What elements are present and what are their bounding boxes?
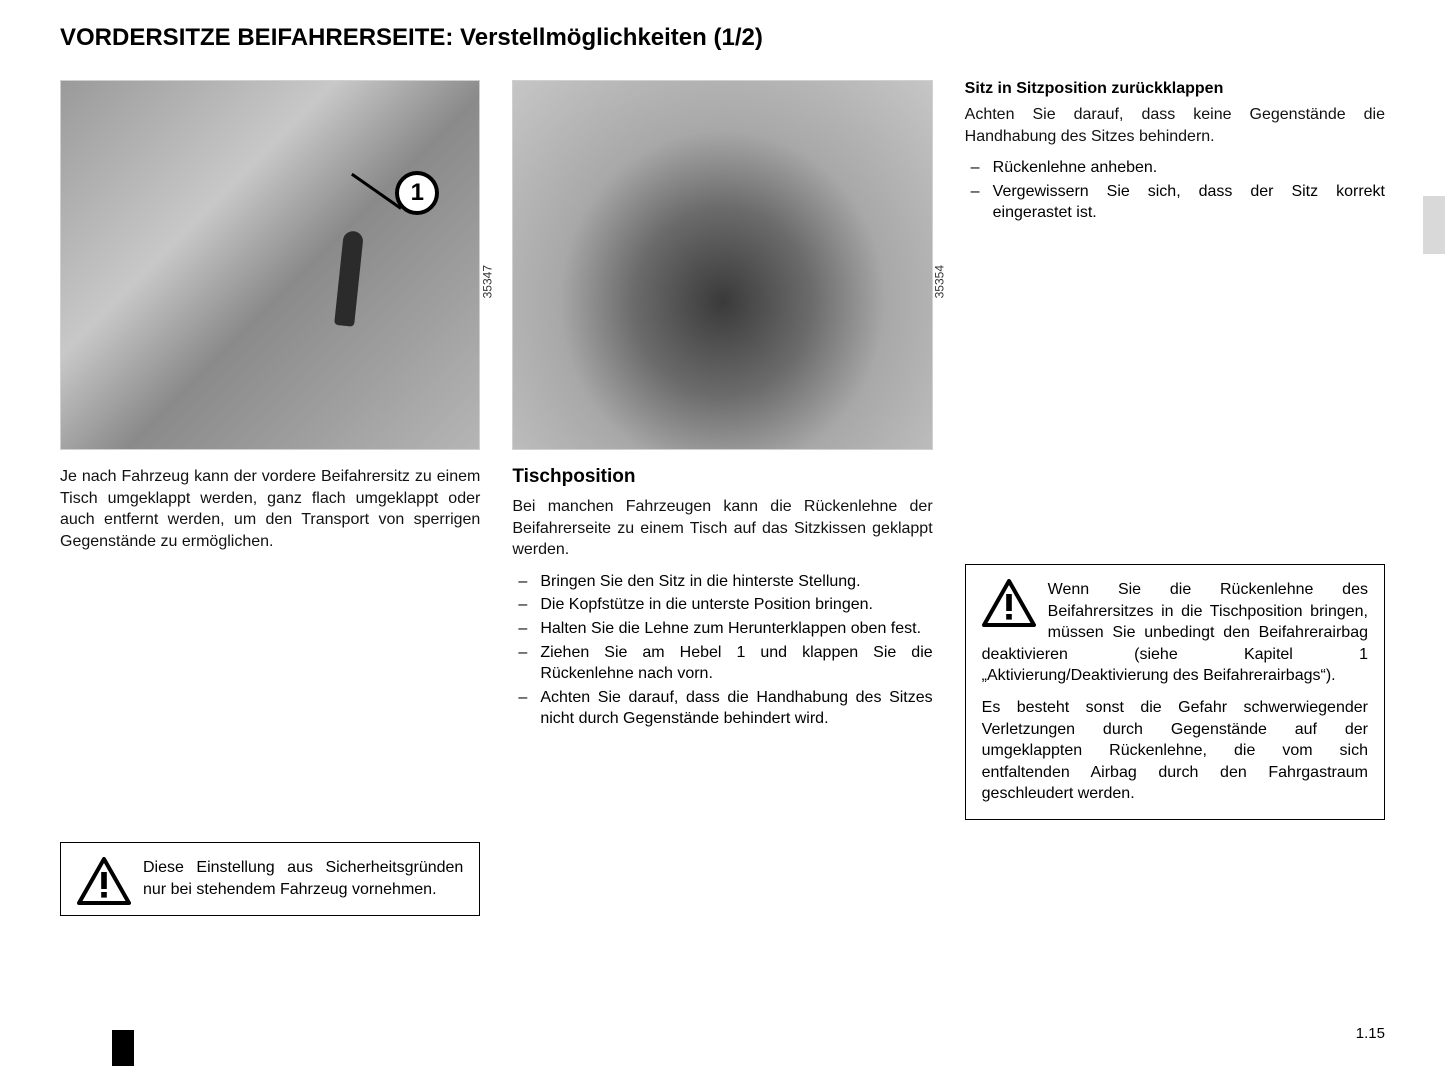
list-item: Rückenlehne anheben. <box>965 157 1385 179</box>
page-number: 1.15 <box>1356 1025 1385 1042</box>
list-item: Ziehen Sie am Hebel 1 und klappen Sie di… <box>512 642 932 685</box>
figure-table-position: 35354 <box>512 80 932 450</box>
page-title: VORDERSITZE BEIFAHRERSEITE: Verstellmögl… <box>60 24 1385 52</box>
col2-heading: Tischposition <box>512 466 932 488</box>
column-1: 1 35347 Je nach Fahrzeug kann der vorder… <box>60 80 480 916</box>
figure-id-label: 35347 <box>480 265 494 298</box>
warning-text-p2: Es besteht sonst die Gefahr schwerwiegen… <box>982 697 1368 805</box>
col3-instruction-list: Rückenlehne anheben. Vergewissern Sie si… <box>965 157 1385 224</box>
col1-intro-text: Je nach Fahrzeug kann der vordere Beifah… <box>60 466 480 552</box>
warning-text: Diese Einstellung aus Sicherheitsgründen… <box>77 857 463 900</box>
seat-illustration <box>61 81 479 449</box>
warning-box-col1: Diese Einstellung aus Sicherheitsgründen… <box>60 842 480 915</box>
callout-bubble-1: 1 <box>395 171 439 215</box>
figure-seat-lever: 1 35347 <box>60 80 480 450</box>
list-item: Achten Sie darauf, dass die Handhabung d… <box>512 687 932 730</box>
list-item: Halten Sie die Lehne zum Herunterklappen… <box>512 618 932 640</box>
figure-id-label: 35354 <box>933 265 947 298</box>
warning-box-col3: Wenn Sie die Rückenlehne des Beifahrersi… <box>965 564 1385 820</box>
col2-intro-text: Bei manchen Fahrzeugen kann die Rückenle… <box>512 496 932 561</box>
column-layout: 1 35347 Je nach Fahrzeug kann der vorder… <box>60 80 1385 916</box>
column-3: Sitz in Sitzposition zurückklappen Achte… <box>965 80 1385 916</box>
list-item: Bringen Sie den Sitz in die hinterste St… <box>512 571 932 593</box>
list-item: Die Kopfstütze in die unterste Position … <box>512 594 932 616</box>
warning-icon <box>77 857 131 905</box>
column-2: 35354 Tischposition Bei manchen Fahrzeug… <box>512 80 932 916</box>
bottom-page-tab <box>112 1030 134 1066</box>
col3-heading: Sitz in Sitzposition zurückklappen <box>965 80 1385 98</box>
side-index-tab <box>1423 196 1445 254</box>
col3-intro-text: Achten Sie darauf, dass keine Gegenständ… <box>965 104 1385 147</box>
manual-page: VORDERSITZE BEIFAHRERSEITE: Verstellmögl… <box>0 0 1445 956</box>
list-item: Vergewissern Sie sich, dass der Sitz kor… <box>965 181 1385 224</box>
col2-instruction-list: Bringen Sie den Sitz in die hinterste St… <box>512 571 932 730</box>
folded-seat-illustration <box>513 81 931 449</box>
warning-text-p1: Wenn Sie die Rückenlehne des Beifahrersi… <box>982 579 1368 687</box>
warning-icon <box>982 579 1036 627</box>
